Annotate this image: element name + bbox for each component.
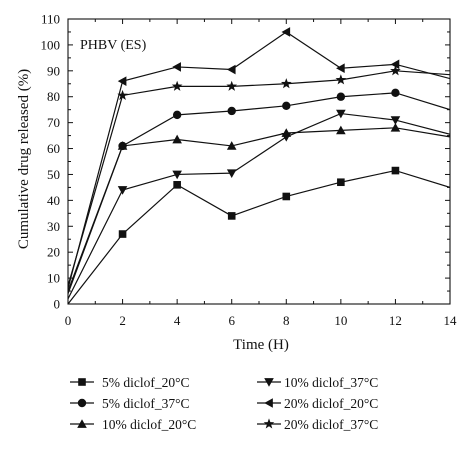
y-tick-label: 100 (41, 37, 61, 52)
star-marker (117, 89, 128, 100)
legend: 5% diclof_20°C 5% diclof_37°C 10% diclof_2… (70, 375, 378, 432)
series-triangle-down (68, 109, 450, 300)
star-marker (263, 418, 275, 429)
series-line (68, 127, 450, 294)
legend-label: 20% diclof_37°C (284, 417, 378, 432)
legend-item: 5% diclof_37°C (70, 396, 190, 411)
star-marker (226, 80, 238, 91)
square-marker (337, 178, 345, 187)
legend-label: 10% diclof_37°C (284, 375, 378, 390)
triangle-down-marker (226, 169, 237, 178)
y-tick-label: 80 (47, 89, 60, 104)
circle-marker (282, 101, 291, 110)
legend-item: 20% diclof_20°C (257, 396, 378, 411)
series-line (68, 70, 450, 287)
circle-marker (336, 92, 346, 101)
triangle-up-marker (336, 125, 346, 135)
circle-marker (391, 88, 400, 98)
legend-label: 20% diclof_20°C (284, 396, 378, 411)
triangle-down-marker (281, 133, 292, 142)
x-tick-label: 12 (389, 313, 402, 328)
panel-label: PHBV (ES) (80, 38, 147, 53)
triangle-up-marker (226, 141, 237, 150)
y-tick-label: 70 (47, 115, 60, 130)
y-tick-label: 30 (47, 219, 60, 234)
x-axis-title: Time (H) (233, 337, 289, 353)
triangle-left-marker (172, 62, 181, 72)
triangle-up-marker (77, 419, 87, 428)
x-tick-label: 8 (283, 313, 290, 328)
x-tick-label: 10 (334, 313, 347, 328)
series-line (68, 92, 450, 292)
x-tick-label: 4 (174, 313, 181, 328)
triangle-up-marker (172, 134, 182, 144)
square-marker (282, 192, 291, 201)
legend-label: 10% diclof_20°C (102, 417, 196, 432)
legend-label: 5% diclof_20°C (102, 375, 190, 390)
circle-marker (227, 106, 236, 116)
series-line (68, 169, 450, 304)
axes: 0 2 4 6 8 10 12 14 0 10 20 30 40 50 60 70 80 90 100 110 (41, 12, 458, 329)
plot-frame (67, 18, 451, 305)
triangle-left-marker (117, 76, 127, 86)
series-line (68, 31, 450, 289)
square-marker (78, 378, 86, 386)
square-marker (173, 181, 181, 189)
triangle-up-marker (390, 123, 401, 132)
y-tick-label: 50 (47, 167, 60, 182)
circle-marker (172, 110, 182, 120)
y-tick-label: 90 (47, 63, 60, 78)
star-marker (390, 65, 401, 76)
series-triangle-left (68, 27, 450, 289)
y-tick-label: 40 (47, 193, 60, 208)
series-triangle-up (68, 123, 450, 294)
triangle-down-marker (117, 186, 128, 195)
triangle-left-marker (226, 64, 236, 75)
legend-item: 20% diclof_37°C (257, 417, 378, 432)
x-tick-label: 14 (444, 313, 458, 328)
star-marker (280, 78, 292, 89)
triangle-down-marker (390, 116, 401, 125)
x-tick-label: 2 (119, 313, 126, 328)
triangle-left-marker (390, 59, 400, 70)
x-tick-label: 6 (228, 313, 235, 328)
y-tick-label: 0 (54, 297, 61, 312)
circle-marker (77, 398, 87, 408)
triangle-down-marker (336, 109, 346, 119)
star-marker (335, 74, 347, 85)
triangle-left-marker (281, 27, 291, 37)
legend-item: 10% diclof_20°C (70, 417, 196, 432)
legend-item: 5% diclof_20°C (70, 375, 190, 390)
series-layer (68, 27, 450, 304)
triangle-down-marker (264, 378, 274, 387)
triangle-up-marker (117, 141, 128, 150)
square-marker (118, 230, 127, 238)
square-marker (391, 166, 400, 175)
triangle-left-marker (264, 398, 273, 408)
series-line (68, 112, 450, 300)
triangle-down-marker (172, 170, 182, 180)
y-axis-title: Cumulative drug released (%) (16, 69, 32, 249)
y-tick-label: 20 (47, 245, 60, 260)
series-star (68, 65, 450, 287)
y-tick-label: 60 (47, 141, 60, 156)
square-marker (227, 212, 236, 220)
y-tick-label: 110 (41, 12, 60, 27)
x-tick-label: 0 (65, 313, 72, 328)
legend-label: 5% diclof_37°C (102, 396, 190, 411)
star-marker (171, 80, 183, 91)
triangle-left-marker (336, 63, 345, 74)
series-square (68, 166, 450, 304)
legend-item: 10% diclof_37°C (257, 375, 378, 390)
y-tick-label: 10 (47, 271, 60, 286)
